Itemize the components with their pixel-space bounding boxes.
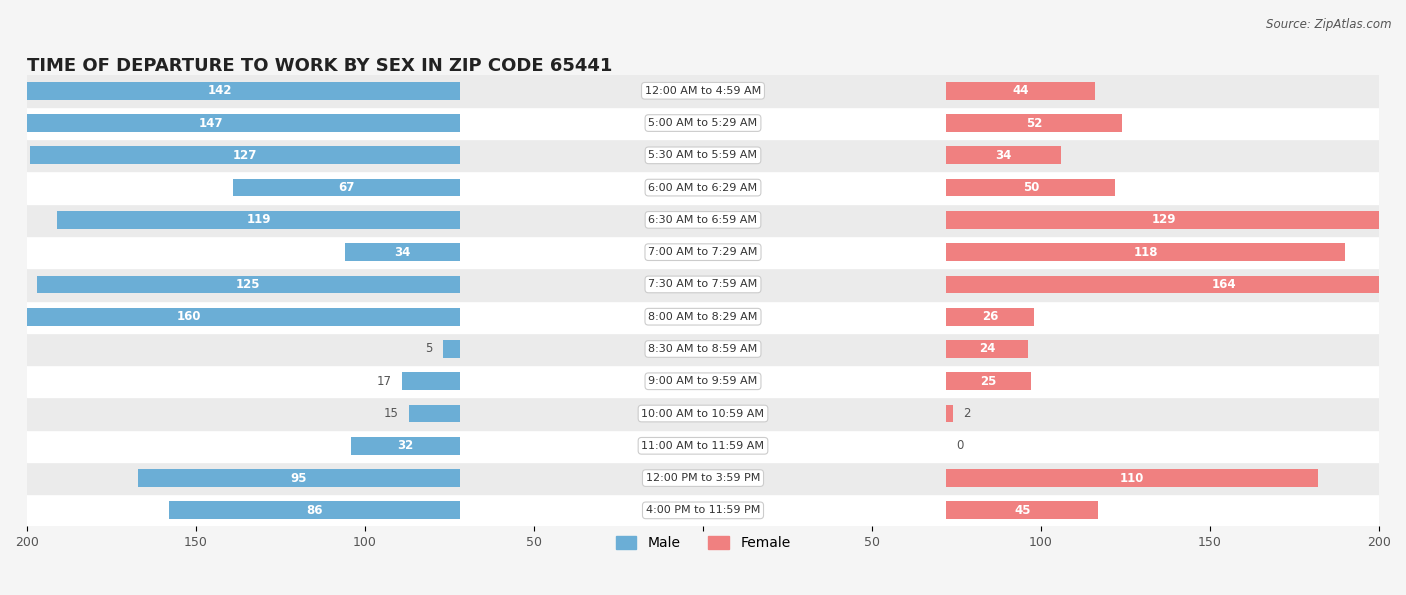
Bar: [946, 275, 1406, 293]
Bar: [946, 211, 1382, 228]
Text: 5:30 AM to 5:59 AM: 5:30 AM to 5:59 AM: [648, 151, 758, 160]
Text: 12:00 AM to 4:59 AM: 12:00 AM to 4:59 AM: [645, 86, 761, 96]
Bar: [27, 333, 1379, 365]
Text: 6:30 AM to 6:59 AM: 6:30 AM to 6:59 AM: [648, 215, 758, 225]
Text: 44: 44: [1012, 84, 1029, 98]
Text: 17: 17: [377, 375, 392, 388]
Bar: [58, 211, 460, 228]
Text: 118: 118: [1133, 246, 1159, 259]
Text: 24: 24: [979, 343, 995, 355]
Bar: [27, 300, 1379, 333]
Text: 5:00 AM to 5:29 AM: 5:00 AM to 5:29 AM: [648, 118, 758, 128]
Text: 5: 5: [425, 343, 433, 355]
Text: 95: 95: [291, 472, 308, 484]
Bar: [946, 308, 1035, 325]
Text: 2: 2: [963, 407, 970, 420]
Text: 8:30 AM to 8:59 AM: 8:30 AM to 8:59 AM: [648, 344, 758, 354]
Bar: [946, 502, 1098, 519]
Bar: [31, 146, 460, 164]
Text: 12:00 PM to 3:59 PM: 12:00 PM to 3:59 PM: [645, 473, 761, 483]
Text: 52: 52: [1026, 117, 1042, 130]
Text: 67: 67: [339, 181, 354, 194]
Text: 129: 129: [1152, 214, 1177, 226]
Bar: [0, 114, 460, 132]
Text: 7:00 AM to 7:29 AM: 7:00 AM to 7:29 AM: [648, 247, 758, 257]
Text: 86: 86: [307, 504, 322, 517]
Bar: [946, 372, 1031, 390]
Legend: Male, Female: Male, Female: [610, 531, 796, 556]
Text: TIME OF DEPARTURE TO WORK BY SEX IN ZIP CODE 65441: TIME OF DEPARTURE TO WORK BY SEX IN ZIP …: [27, 57, 612, 74]
Text: 11:00 AM to 11:59 AM: 11:00 AM to 11:59 AM: [641, 441, 765, 451]
Text: 0: 0: [956, 439, 965, 452]
Text: 34: 34: [995, 149, 1012, 162]
Bar: [946, 405, 953, 422]
Bar: [37, 275, 460, 293]
Text: 9:00 AM to 9:59 AM: 9:00 AM to 9:59 AM: [648, 376, 758, 386]
Bar: [344, 243, 460, 261]
Text: 32: 32: [398, 439, 413, 452]
Text: Source: ZipAtlas.com: Source: ZipAtlas.com: [1267, 18, 1392, 31]
Bar: [27, 268, 1379, 300]
Bar: [946, 469, 1319, 487]
Bar: [946, 146, 1062, 164]
Bar: [27, 365, 1379, 397]
Bar: [352, 437, 460, 455]
Bar: [169, 502, 460, 519]
Bar: [946, 114, 1122, 132]
Bar: [27, 494, 1379, 527]
Text: 119: 119: [246, 214, 271, 226]
Text: 4:00 PM to 11:59 PM: 4:00 PM to 11:59 PM: [645, 505, 761, 515]
Bar: [946, 178, 1115, 196]
Bar: [946, 82, 1095, 100]
Bar: [0, 308, 460, 325]
Text: 110: 110: [1121, 472, 1144, 484]
Text: 160: 160: [177, 310, 201, 323]
Text: 127: 127: [233, 149, 257, 162]
Text: 25: 25: [980, 375, 997, 388]
Bar: [443, 340, 460, 358]
Text: 125: 125: [236, 278, 260, 291]
Bar: [27, 397, 1379, 430]
Bar: [27, 171, 1379, 203]
Bar: [0, 82, 460, 100]
Text: 8:00 AM to 8:29 AM: 8:00 AM to 8:29 AM: [648, 312, 758, 322]
Bar: [27, 74, 1379, 107]
Text: 7:30 AM to 7:59 AM: 7:30 AM to 7:59 AM: [648, 280, 758, 289]
Bar: [946, 340, 1028, 358]
Text: 45: 45: [1014, 504, 1031, 517]
Bar: [402, 372, 460, 390]
Bar: [27, 139, 1379, 171]
Bar: [138, 469, 460, 487]
Text: 34: 34: [394, 246, 411, 259]
Text: 50: 50: [1022, 181, 1039, 194]
Text: 26: 26: [983, 310, 998, 323]
Text: 10:00 AM to 10:59 AM: 10:00 AM to 10:59 AM: [641, 409, 765, 418]
Bar: [27, 203, 1379, 236]
Text: 164: 164: [1211, 278, 1236, 291]
Bar: [27, 236, 1379, 268]
Bar: [27, 107, 1379, 139]
Text: 15: 15: [384, 407, 399, 420]
Bar: [233, 178, 460, 196]
Bar: [409, 405, 460, 422]
Text: 142: 142: [207, 84, 232, 98]
Bar: [946, 243, 1346, 261]
Bar: [27, 430, 1379, 462]
Text: 6:00 AM to 6:29 AM: 6:00 AM to 6:29 AM: [648, 183, 758, 193]
Bar: [27, 462, 1379, 494]
Text: 147: 147: [198, 117, 224, 130]
